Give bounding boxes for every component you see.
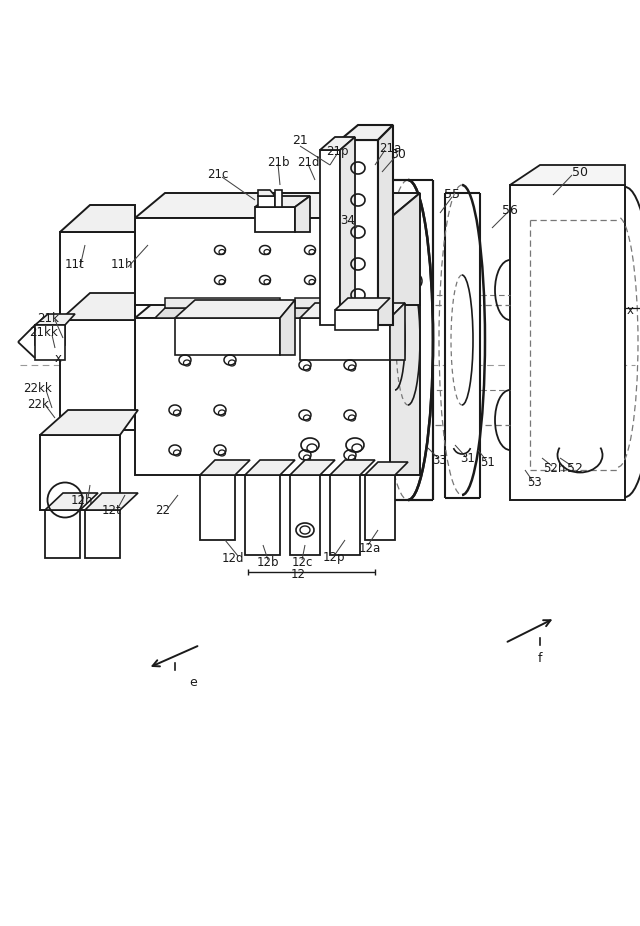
Polygon shape	[245, 475, 280, 555]
Text: 21d: 21d	[297, 156, 319, 169]
Text: 51: 51	[481, 456, 495, 469]
Text: 31: 31	[461, 452, 476, 465]
Text: 22: 22	[156, 504, 170, 517]
Polygon shape	[390, 193, 420, 305]
Text: x: x	[627, 304, 634, 317]
Polygon shape	[340, 140, 378, 325]
Text: 12a: 12a	[359, 542, 381, 555]
Polygon shape	[60, 293, 135, 320]
Polygon shape	[35, 325, 65, 345]
Polygon shape	[255, 207, 295, 232]
Text: e: e	[189, 675, 197, 689]
Polygon shape	[60, 205, 135, 232]
Text: 21p: 21p	[326, 145, 348, 158]
Polygon shape	[390, 293, 420, 475]
Polygon shape	[258, 196, 275, 207]
Polygon shape	[340, 137, 355, 325]
Polygon shape	[200, 460, 250, 475]
Polygon shape	[280, 300, 295, 355]
Text: 11t: 11t	[65, 258, 85, 271]
Text: 21c: 21c	[207, 169, 228, 181]
Text: 53: 53	[527, 475, 542, 489]
Polygon shape	[320, 137, 355, 150]
Text: 12t: 12t	[102, 504, 122, 517]
Text: 50: 50	[572, 166, 588, 179]
Text: 30: 30	[390, 148, 406, 161]
Polygon shape	[340, 125, 393, 140]
Text: 52: 52	[567, 461, 583, 474]
Polygon shape	[200, 475, 235, 540]
Text: 22kk: 22kk	[24, 382, 52, 394]
Text: 12p: 12p	[323, 552, 345, 565]
Polygon shape	[35, 314, 75, 325]
Polygon shape	[290, 460, 335, 475]
Polygon shape	[258, 190, 275, 196]
Text: 11h: 11h	[111, 258, 133, 271]
Polygon shape	[85, 493, 138, 510]
Text: 56: 56	[502, 204, 518, 217]
Polygon shape	[245, 460, 295, 475]
Polygon shape	[335, 298, 390, 310]
Polygon shape	[335, 310, 378, 330]
Polygon shape	[390, 303, 405, 360]
Polygon shape	[285, 308, 390, 318]
Polygon shape	[300, 303, 405, 318]
Text: 21k: 21k	[37, 311, 59, 324]
Polygon shape	[175, 318, 280, 355]
Polygon shape	[155, 308, 280, 318]
Text: 21a: 21a	[379, 142, 401, 155]
Text: 52h: 52h	[543, 461, 565, 474]
Text: 34: 34	[340, 214, 355, 227]
Polygon shape	[510, 185, 625, 500]
Polygon shape	[295, 196, 310, 232]
Polygon shape	[85, 510, 120, 558]
Text: 12: 12	[291, 569, 305, 582]
Text: 22k: 22k	[27, 397, 49, 410]
Polygon shape	[135, 218, 390, 305]
Polygon shape	[35, 325, 65, 360]
Text: 21: 21	[292, 133, 308, 146]
Polygon shape	[135, 193, 420, 218]
Text: x: x	[54, 352, 61, 365]
Polygon shape	[365, 462, 408, 475]
Polygon shape	[510, 165, 625, 185]
Polygon shape	[135, 293, 420, 318]
Polygon shape	[45, 510, 80, 558]
Polygon shape	[295, 298, 390, 308]
Polygon shape	[300, 318, 390, 360]
Polygon shape	[320, 150, 340, 325]
Polygon shape	[255, 196, 310, 207]
Text: 33: 33	[433, 454, 447, 467]
Polygon shape	[40, 435, 120, 510]
Polygon shape	[60, 232, 135, 320]
Text: f: f	[538, 652, 542, 665]
Text: 12h: 12h	[71, 494, 93, 507]
Polygon shape	[290, 475, 320, 555]
Polygon shape	[165, 298, 280, 308]
Polygon shape	[45, 493, 98, 510]
Polygon shape	[378, 125, 393, 325]
Text: 12c: 12c	[291, 556, 313, 569]
Polygon shape	[445, 193, 480, 498]
Polygon shape	[135, 318, 390, 475]
Polygon shape	[330, 460, 375, 475]
Polygon shape	[175, 300, 295, 318]
Text: 21kk: 21kk	[29, 327, 58, 340]
Polygon shape	[383, 180, 433, 500]
Polygon shape	[60, 320, 135, 430]
Text: 12d: 12d	[221, 552, 244, 565]
Polygon shape	[330, 475, 360, 555]
Text: 21b: 21b	[267, 156, 289, 169]
Text: 55: 55	[444, 189, 460, 202]
Polygon shape	[40, 410, 138, 435]
Text: 12b: 12b	[257, 556, 279, 569]
Polygon shape	[275, 190, 282, 207]
Polygon shape	[365, 475, 395, 540]
